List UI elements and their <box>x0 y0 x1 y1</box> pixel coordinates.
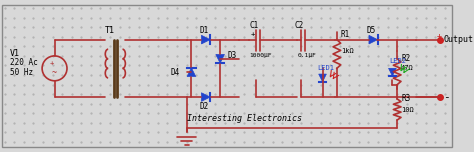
Text: 47Ω: 47Ω <box>401 65 414 71</box>
Text: V1: V1 <box>9 48 19 57</box>
Text: 50 Hz: 50 Hz <box>9 68 33 77</box>
Text: D4: D4 <box>171 68 180 77</box>
Text: R3: R3 <box>401 95 410 104</box>
Text: T1: T1 <box>105 26 115 35</box>
Text: 1kΩ: 1kΩ <box>341 48 354 54</box>
Text: LED1: LED1 <box>317 65 334 71</box>
Polygon shape <box>201 35 210 44</box>
Polygon shape <box>201 93 210 101</box>
Polygon shape <box>216 54 224 63</box>
Text: +: + <box>50 60 54 66</box>
Text: Interesting Electronics: Interesting Electronics <box>187 114 301 123</box>
Text: 10Ω: 10Ω <box>401 107 414 113</box>
Text: Output: Output <box>443 35 473 44</box>
Text: D1: D1 <box>199 26 209 35</box>
Text: D3: D3 <box>228 51 237 60</box>
Polygon shape <box>187 68 196 76</box>
Text: D5: D5 <box>367 26 376 35</box>
Text: +: + <box>251 31 255 37</box>
Text: C2: C2 <box>295 21 304 30</box>
Text: R2: R2 <box>401 54 410 63</box>
Text: 1000μF: 1000μF <box>249 53 271 58</box>
Text: D2: D2 <box>199 102 209 111</box>
Text: LED2: LED2 <box>390 58 407 64</box>
Text: +: + <box>437 32 441 41</box>
Polygon shape <box>389 68 396 76</box>
Polygon shape <box>319 74 327 82</box>
Text: C1: C1 <box>250 21 259 30</box>
Polygon shape <box>369 35 378 44</box>
Text: 220 Ac: 220 Ac <box>9 58 37 67</box>
Text: ~: ~ <box>52 68 57 77</box>
Text: -: - <box>443 92 450 102</box>
Text: 0.1μF: 0.1μF <box>298 53 317 58</box>
Text: R1: R1 <box>341 30 350 39</box>
